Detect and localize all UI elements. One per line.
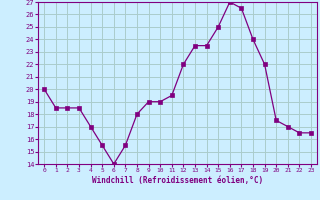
X-axis label: Windchill (Refroidissement éolien,°C): Windchill (Refroidissement éolien,°C) [92, 176, 263, 185]
